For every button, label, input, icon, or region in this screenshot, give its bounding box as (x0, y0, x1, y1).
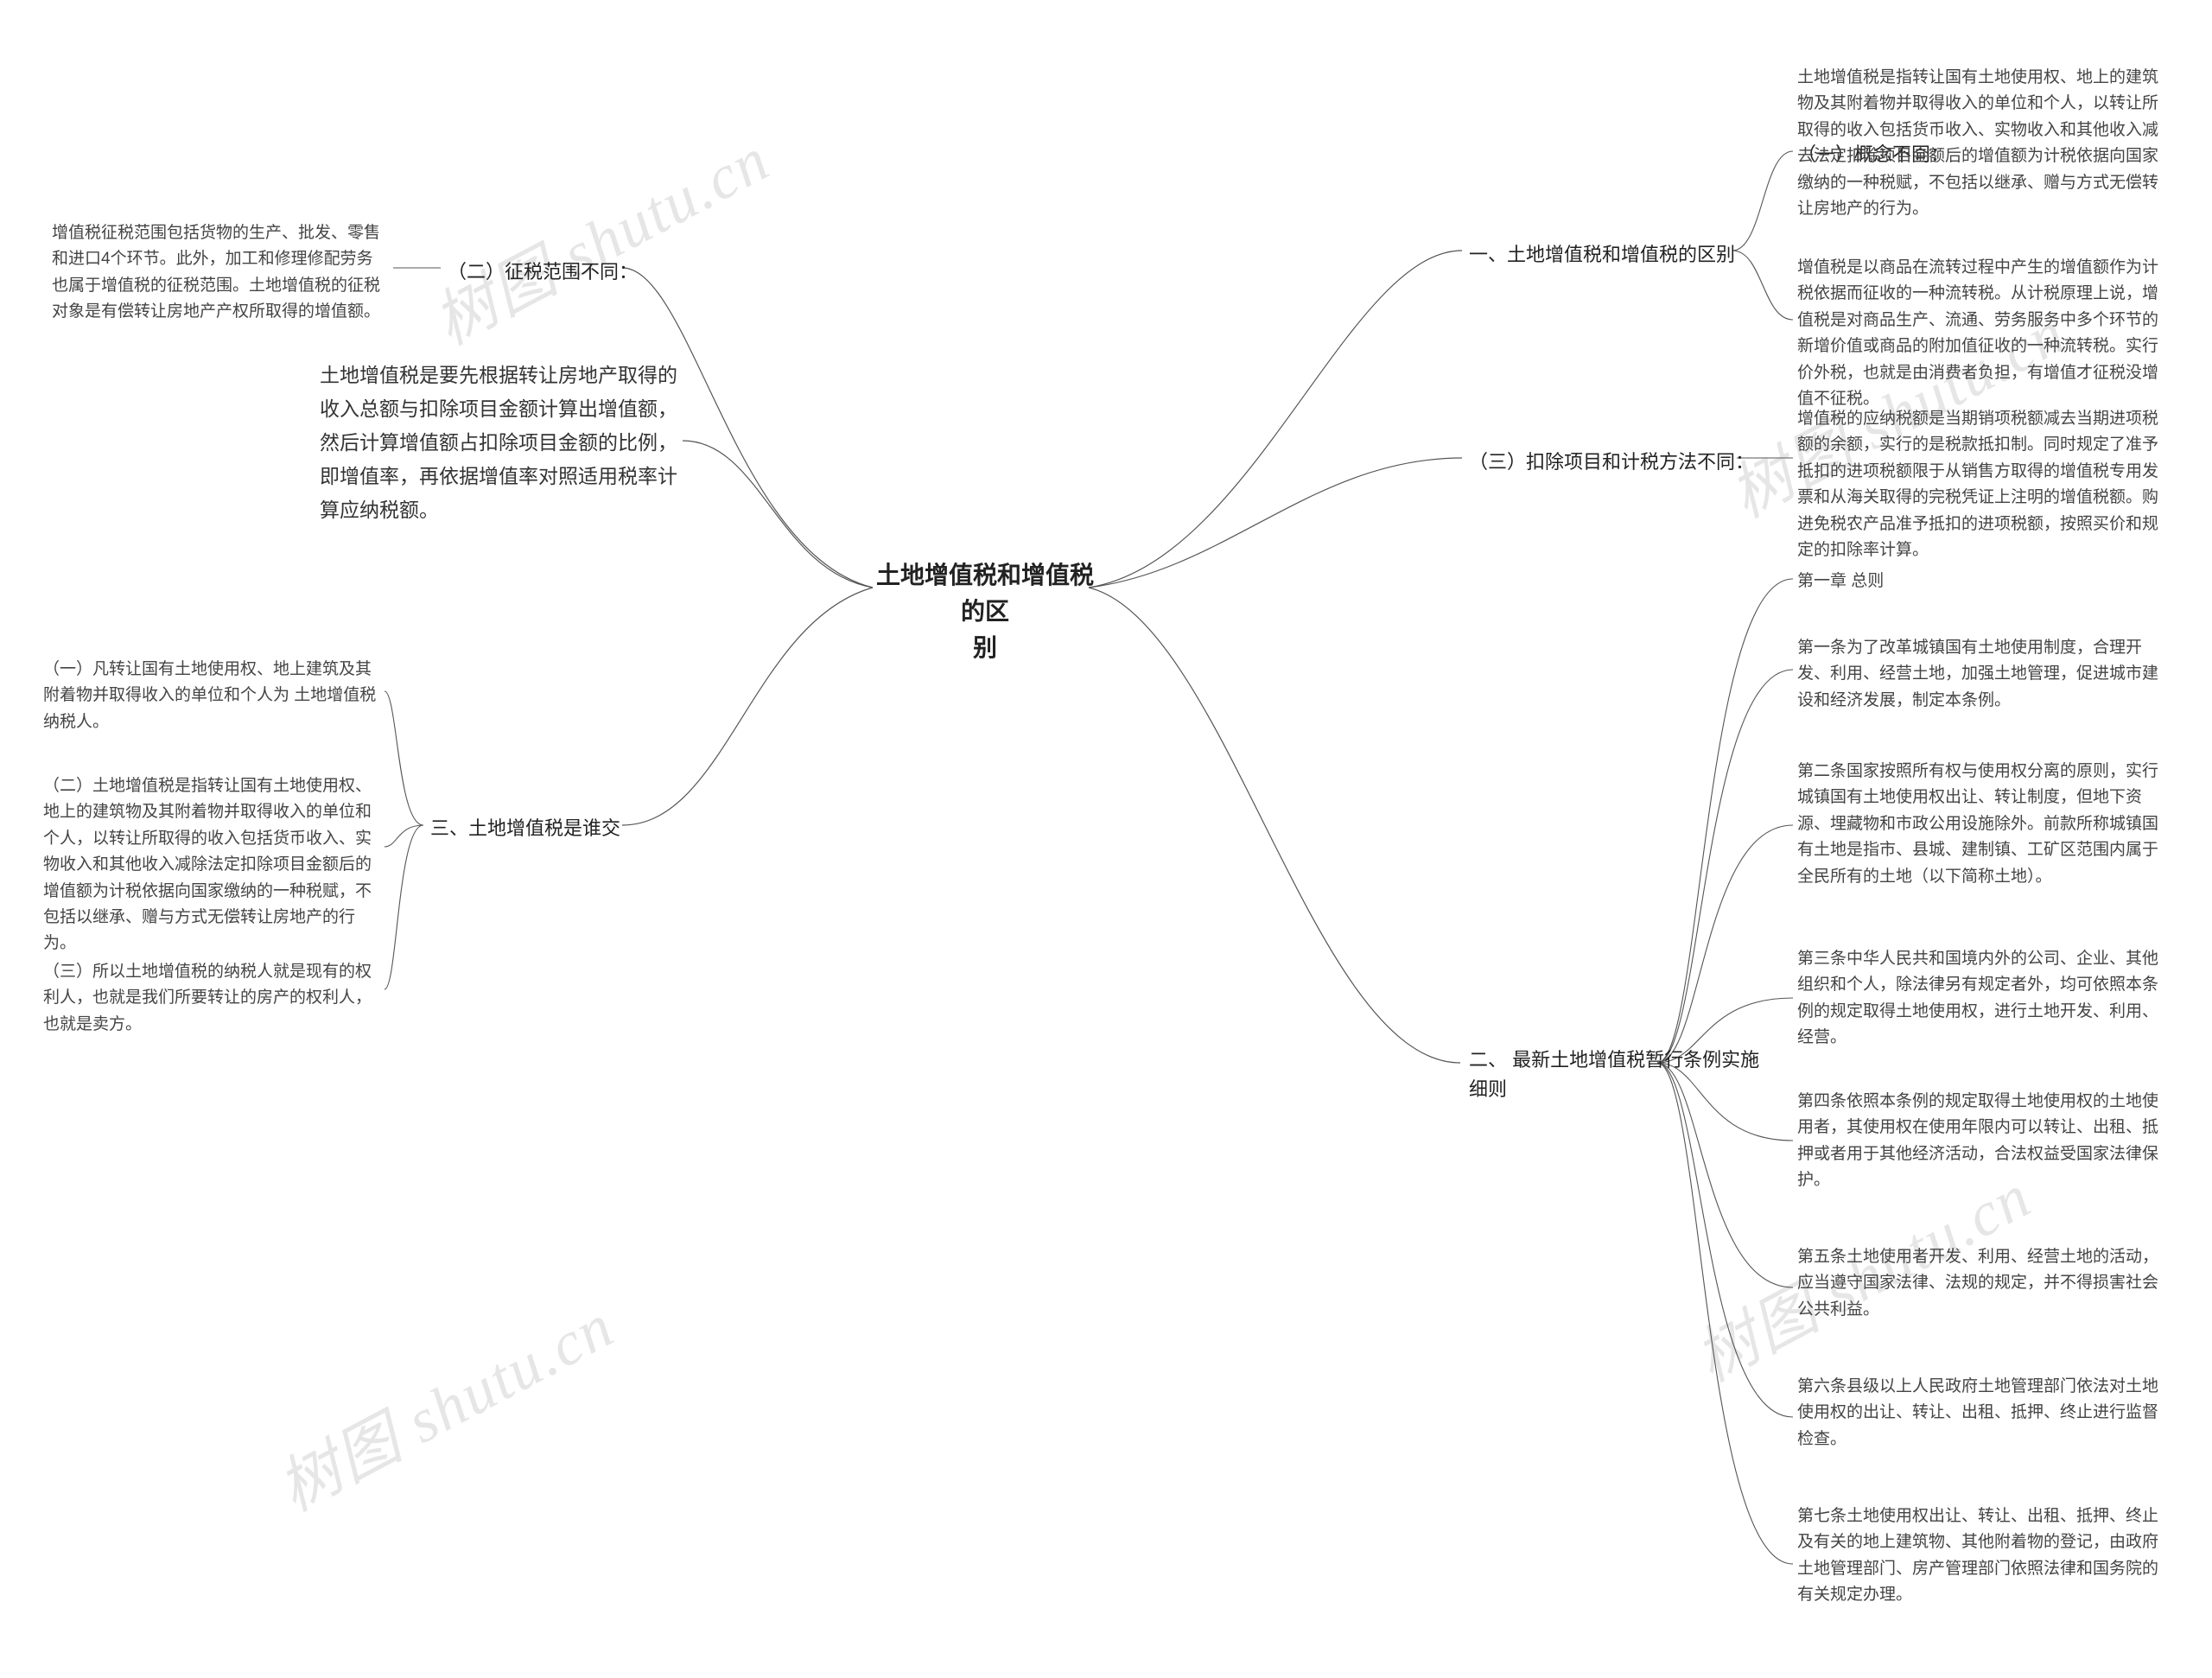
leaf-concept-lat: 土地增值税是指转让国有土地使用权、地上的建筑物及其附着物并取得收入的单位和个人，… (1797, 65, 2160, 222)
leaf-who-3: （三）所以土地增值税的纳税人就是现有的权利人，也就是我们所要转让的房产的权利人，… (43, 959, 380, 1038)
watermark: 树图 shutu.cn (259, 1275, 626, 1529)
root-line2: 别 (873, 630, 1097, 666)
leaf-a5: 第五条土地使用者开发、利用、经营土地的活动，应当遵守国家法律、法规的规定，并不得… (1797, 1244, 2160, 1323)
watermark: 树图 shutu.cn (415, 109, 782, 362)
leaf-a6: 第六条县级以上人民政府土地管理部门依法对土地使用权的出让、转让、出租、抵押、终止… (1797, 1374, 2160, 1452)
leaf-vat-def: 增值税是以商品在流转过程中产生的增值额作为计税依据而征收的一种流转税。从计税原理… (1797, 255, 2160, 412)
branch-rules: 二、 最新土地增值税暂行条例实施 细则 (1469, 1046, 1763, 1104)
leaf-a2: 第二条国家按照所有权与使用权分离的原则，实行城镇国有土地使用权出让、转让制度，但… (1797, 759, 2160, 890)
leaf-ch1: 第一章 总则 (1797, 569, 2160, 594)
leaf-scope: 增值税征税范围包括货物的生产、批发、零售和进口4个环节。此外，加工和修理修配劳务… (52, 220, 389, 326)
leaf-a4: 第四条依照本条例的规定取得土地使用权的土地使用者，其使用权在使用年限内可以转让、… (1797, 1089, 2160, 1194)
leaf-who-2: （二）土地增值税是指转让国有土地使用权、地上的建筑物及其附着物并取得收入的单位和… (43, 773, 380, 957)
leaf-a1: 第一条为了改革城镇国有土地使用制度，合理开发、利用、经营土地，加强土地管理，促进… (1797, 635, 2160, 714)
branch-difference: 一、土地增值税和增值税的区别 (1469, 240, 1735, 270)
leaf-calc-method: 土地增值税是要先根据转让房地产取得的收入总额与扣除项目金额计算出增值额，然后计算… (320, 359, 683, 527)
leaf-deduct: 增值税的应纳税额是当期销项税额减去当期进项税额的余额，实行的是税款抵扣制。同时规… (1797, 406, 2160, 563)
leaf-a7: 第七条土地使用权出让、转让、出租、抵押、终止及有关的地上建筑物、其他附着物的登记… (1797, 1503, 2160, 1609)
root-node: 土地增值税和增值税的区 别 (873, 557, 1097, 666)
sub-deduct-diff: （三）扣除项目和计税方法不同： (1469, 448, 1754, 477)
branch-who-pays: 三、土地增值税是谁交 (430, 814, 620, 843)
leaf-a3: 第三条中华人民共和国境内外的公司、企业、其他组织和个人，除法律另有规定者外，均可… (1797, 946, 2160, 1052)
root-line1: 土地增值税和增值税的区 (873, 557, 1097, 630)
leaf-who-1: （一）凡转让国有土地使用权、地上建筑及其附着物并取得收入的单位和个人为 土地增值… (43, 657, 380, 735)
sub-scope-diff: （二）征税范围不同： (448, 257, 638, 287)
